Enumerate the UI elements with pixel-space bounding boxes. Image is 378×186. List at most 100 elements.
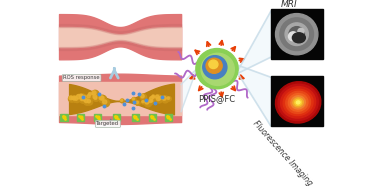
- Polygon shape: [235, 11, 271, 74]
- Circle shape: [94, 97, 97, 99]
- Circle shape: [141, 94, 144, 98]
- Circle shape: [80, 97, 84, 101]
- Circle shape: [156, 97, 160, 101]
- Text: MRI: MRI: [281, 0, 298, 9]
- Circle shape: [144, 99, 152, 107]
- Circle shape: [74, 96, 80, 102]
- Ellipse shape: [293, 98, 303, 107]
- Circle shape: [93, 94, 99, 101]
- FancyBboxPatch shape: [113, 114, 120, 121]
- Circle shape: [152, 96, 155, 98]
- Circle shape: [102, 99, 110, 107]
- Ellipse shape: [206, 58, 222, 73]
- FancyBboxPatch shape: [77, 114, 84, 121]
- Circle shape: [74, 97, 78, 100]
- Circle shape: [103, 100, 107, 104]
- Ellipse shape: [280, 18, 313, 51]
- Circle shape: [152, 95, 156, 99]
- Circle shape: [91, 90, 99, 98]
- Circle shape: [132, 97, 136, 102]
- Circle shape: [87, 95, 90, 98]
- Circle shape: [120, 99, 124, 103]
- Circle shape: [87, 100, 90, 103]
- Circle shape: [167, 97, 171, 101]
- Circle shape: [87, 94, 92, 100]
- Circle shape: [76, 94, 83, 102]
- Circle shape: [72, 96, 79, 102]
- Circle shape: [149, 100, 152, 102]
- Circle shape: [158, 97, 163, 102]
- Ellipse shape: [196, 49, 238, 89]
- Circle shape: [76, 95, 81, 99]
- Circle shape: [152, 96, 156, 100]
- FancyBboxPatch shape: [60, 114, 68, 121]
- Circle shape: [73, 97, 75, 100]
- Circle shape: [80, 95, 83, 98]
- Circle shape: [84, 99, 88, 103]
- Circle shape: [155, 95, 161, 101]
- FancyBboxPatch shape: [164, 114, 172, 121]
- Circle shape: [162, 96, 169, 103]
- Circle shape: [87, 99, 93, 105]
- Circle shape: [80, 95, 84, 99]
- Circle shape: [159, 96, 163, 100]
- Circle shape: [155, 95, 159, 99]
- Circle shape: [162, 96, 166, 100]
- Circle shape: [80, 96, 87, 103]
- Ellipse shape: [291, 96, 305, 109]
- Text: Targeted: Targeted: [96, 121, 119, 126]
- Circle shape: [100, 96, 107, 102]
- Circle shape: [88, 93, 91, 95]
- Circle shape: [79, 94, 85, 100]
- Polygon shape: [231, 63, 271, 126]
- Circle shape: [149, 99, 154, 104]
- Ellipse shape: [288, 94, 308, 111]
- Circle shape: [93, 95, 97, 99]
- Circle shape: [136, 101, 138, 104]
- Circle shape: [82, 95, 88, 100]
- Ellipse shape: [276, 14, 318, 55]
- Circle shape: [167, 97, 170, 99]
- Circle shape: [145, 100, 149, 104]
- Ellipse shape: [203, 56, 227, 79]
- Circle shape: [83, 99, 87, 102]
- Polygon shape: [181, 69, 197, 112]
- Text: PPIS@FC: PPIS@FC: [198, 94, 235, 103]
- Circle shape: [142, 101, 144, 103]
- Ellipse shape: [289, 27, 304, 42]
- Circle shape: [84, 99, 86, 101]
- Ellipse shape: [201, 53, 234, 85]
- Circle shape: [136, 101, 140, 105]
- Circle shape: [79, 94, 87, 102]
- Ellipse shape: [298, 28, 304, 34]
- Circle shape: [132, 98, 135, 100]
- Circle shape: [91, 92, 96, 97]
- Circle shape: [152, 95, 154, 97]
- Text: ROS response: ROS response: [64, 75, 100, 80]
- FancyBboxPatch shape: [132, 114, 139, 121]
- Ellipse shape: [285, 23, 308, 46]
- Circle shape: [68, 96, 75, 102]
- Circle shape: [72, 97, 77, 102]
- Bar: [271, 76, 322, 126]
- Circle shape: [156, 97, 162, 103]
- Ellipse shape: [286, 91, 310, 113]
- Circle shape: [92, 92, 94, 95]
- Ellipse shape: [293, 33, 305, 43]
- Circle shape: [84, 98, 91, 105]
- Circle shape: [150, 100, 154, 103]
- FancyBboxPatch shape: [149, 114, 156, 121]
- Ellipse shape: [296, 101, 300, 104]
- Circle shape: [99, 95, 106, 103]
- Bar: [271, 9, 322, 59]
- Circle shape: [73, 96, 76, 100]
- Circle shape: [158, 97, 161, 100]
- Text: Fluorescence Imaging: Fluorescence Imaging: [251, 119, 314, 186]
- Ellipse shape: [280, 87, 316, 118]
- Circle shape: [151, 100, 153, 102]
- Circle shape: [160, 96, 162, 99]
- Circle shape: [71, 97, 73, 99]
- Circle shape: [141, 100, 146, 104]
- Circle shape: [88, 92, 93, 97]
- Circle shape: [149, 96, 155, 102]
